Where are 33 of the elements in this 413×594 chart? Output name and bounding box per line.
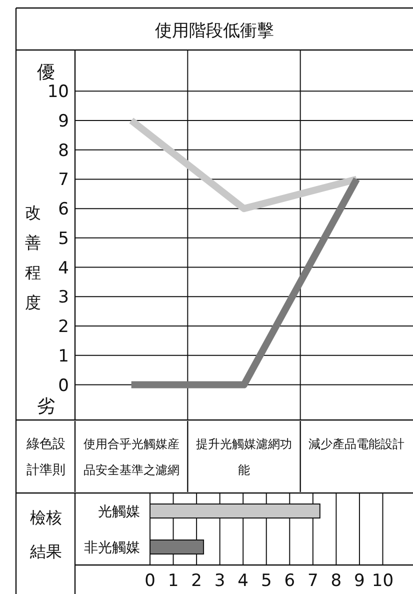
xtick: 5 — [260, 571, 272, 591]
xtick: 6 — [284, 571, 296, 591]
ylabel: 檢核結果 — [30, 508, 62, 561]
xtick: 7 — [308, 571, 318, 591]
category: 使用合乎光觸媒産品安全基準之濾網 — [83, 437, 180, 477]
category: 減少產品電能設計 — [308, 437, 405, 451]
xtick: 2 — [191, 571, 202, 591]
xtick: 8 — [330, 571, 342, 591]
xtick: 9 — [354, 571, 365, 591]
xtick: 0 — [144, 571, 156, 591]
ytick: 5 — [58, 228, 69, 249]
xtick: 3 — [214, 571, 226, 591]
ytick: 9 — [58, 111, 69, 132]
xtick: 4 — [238, 571, 248, 591]
ytick: 8 — [58, 140, 69, 161]
xlabel: 綠色設計準則 — [26, 437, 66, 478]
xtick: 1 — [168, 571, 179, 591]
ytick: 0 — [58, 376, 69, 396]
ytick: 6 — [58, 200, 69, 220]
ytick: 2 — [58, 317, 69, 338]
ylabel: 改善程度 — [25, 203, 41, 312]
annotation: 優 — [37, 62, 55, 83]
ytick: 7 — [58, 170, 69, 190]
category: 非光觸媒 — [84, 540, 140, 556]
category: 光觸媒 — [98, 504, 140, 520]
ytick: 1 — [58, 346, 69, 366]
ytick: 4 — [58, 258, 69, 278]
category: 提升光觸媒濾網功能 — [196, 437, 292, 477]
ytick: 3 — [58, 288, 69, 308]
title: 使用階段低衝擊 — [155, 21, 274, 41]
ytick: 10 — [47, 82, 69, 102]
xtick: 10 — [372, 571, 394, 591]
annotation: 劣 — [37, 396, 55, 417]
